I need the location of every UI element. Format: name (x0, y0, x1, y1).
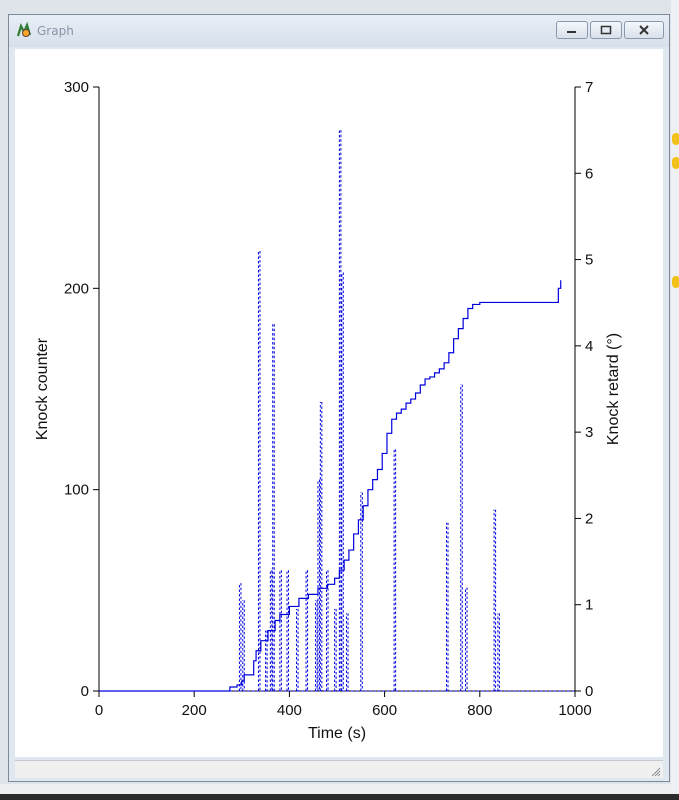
maximize-icon (600, 25, 612, 35)
window-title: Graph (37, 24, 74, 38)
right-y-tick-label: 2 (585, 510, 593, 527)
taskbar-strip (0, 794, 679, 800)
x-tick-label: 0 (95, 702, 103, 719)
right-y-tick-label: 6 (585, 165, 593, 182)
minimize-button[interactable] (556, 21, 588, 39)
x-axis-label: Time (s) (308, 725, 366, 742)
close-button[interactable] (624, 21, 664, 39)
status-bar (15, 760, 663, 778)
left-y-axis-label: Knock counter (34, 337, 51, 440)
left-y-tick-label: 100 (64, 482, 89, 499)
resize-grip-icon[interactable] (649, 765, 661, 777)
x-tick-label: 800 (467, 702, 492, 719)
left-y-tick-label: 0 (81, 683, 89, 700)
chart-ticks: 0 200 400 600 800 1000 0 100 200 300 0 1 2 3 4 5 6 7 (64, 79, 593, 719)
knock-chart: 0 200 400 600 800 1000 0 100 200 300 0 1 2 3 4 5 6 7 Time… (34, 79, 622, 742)
x-tick-label: 600 (372, 702, 397, 719)
close-icon (639, 25, 649, 35)
left-y-tick-label: 200 (64, 280, 89, 297)
right-y-tick-label: 7 (585, 79, 593, 96)
knock-retard-line (99, 130, 575, 692)
right-y-tick-label: 3 (585, 424, 593, 441)
smiley-icon (672, 157, 679, 169)
graph-window: Graph 0 200 400 600 800 1000 0 100 200 300 0 1 2 3 4 5 6… (8, 14, 670, 782)
smiley-icon (672, 276, 679, 288)
graph-area: 0 200 400 600 800 1000 0 100 200 300 0 1 2 3 4 5 6 7 Time… (15, 49, 663, 757)
x-tick-label: 400 (277, 702, 302, 719)
knock-counter-series (99, 280, 562, 692)
minimize-icon (567, 31, 576, 33)
right-y-tick-label: 5 (585, 252, 593, 269)
right-y-tick-label: 4 (585, 338, 593, 355)
x-tick-label: 1000 (558, 702, 591, 719)
smiley-icon (672, 133, 679, 145)
right-y-axis-label: Knock retard (°) (605, 333, 622, 445)
desktop-edge-right (671, 0, 679, 800)
title-bar[interactable]: Graph (9, 15, 669, 47)
knock-counter-line (99, 280, 562, 692)
x-tick-label: 200 (182, 702, 207, 719)
right-y-tick-label: 1 (585, 597, 593, 614)
knock-retard-series (99, 130, 575, 692)
maximize-button[interactable] (590, 21, 622, 39)
right-y-tick-label: 0 (585, 683, 593, 700)
left-y-tick-label: 300 (64, 79, 89, 96)
chart-axes (98, 87, 576, 692)
app-icon (16, 22, 32, 37)
